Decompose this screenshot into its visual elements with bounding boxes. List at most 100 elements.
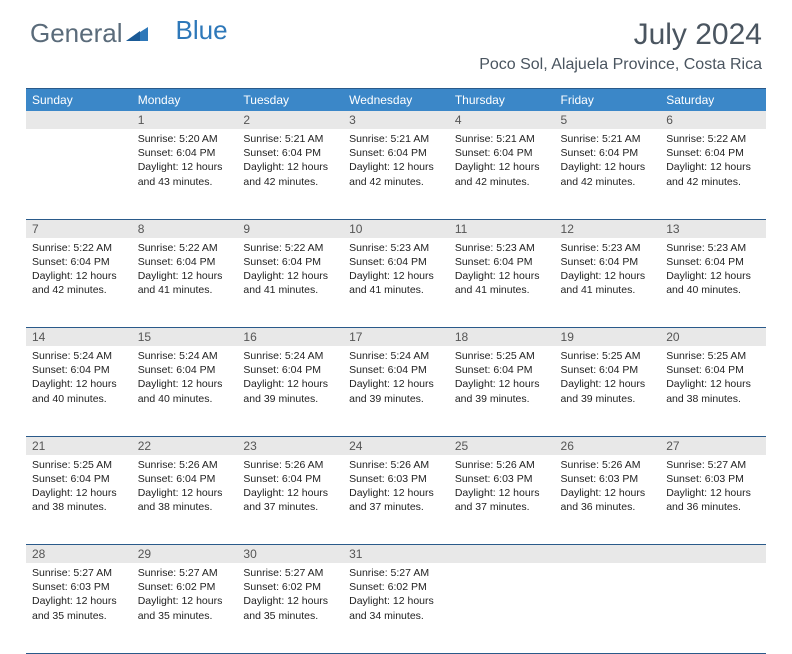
- day-cell: Sunrise: 5:23 AMSunset: 6:04 PMDaylight:…: [449, 238, 555, 328]
- day-number-cell: 1: [132, 111, 238, 129]
- day-details: Sunrise: 5:21 AMSunset: 6:04 PMDaylight:…: [237, 129, 343, 195]
- day-number-row: 21222324252627: [26, 436, 766, 455]
- day-number-cell: 9: [237, 219, 343, 238]
- day-details: Sunrise: 5:21 AMSunset: 6:04 PMDaylight:…: [343, 129, 449, 195]
- day-cell: Sunrise: 5:23 AMSunset: 6:04 PMDaylight:…: [660, 238, 766, 328]
- day-details: Sunrise: 5:21 AMSunset: 6:04 PMDaylight:…: [449, 129, 555, 195]
- day-cell: Sunrise: 5:23 AMSunset: 6:04 PMDaylight:…: [555, 238, 661, 328]
- day-details: Sunrise: 5:23 AMSunset: 6:04 PMDaylight:…: [660, 238, 766, 304]
- day-cell: Sunrise: 5:22 AMSunset: 6:04 PMDaylight:…: [132, 238, 238, 328]
- day-cell: Sunrise: 5:27 AMSunset: 6:02 PMDaylight:…: [132, 563, 238, 653]
- day-number-cell: 15: [132, 328, 238, 347]
- day-number-cell: 31: [343, 545, 449, 564]
- weekday-header-row: Sunday Monday Tuesday Wednesday Thursday…: [26, 89, 766, 112]
- day-number-cell: 7: [26, 219, 132, 238]
- day-number-cell: 8: [132, 219, 238, 238]
- day-details-row: Sunrise: 5:20 AMSunset: 6:04 PMDaylight:…: [26, 129, 766, 219]
- day-number-row: 28293031: [26, 545, 766, 564]
- day-cell: Sunrise: 5:27 AMSunset: 6:03 PMDaylight:…: [26, 563, 132, 653]
- title-block: July 2024 Poco Sol, Alajuela Province, C…: [479, 18, 762, 74]
- day-details: Sunrise: 5:21 AMSunset: 6:04 PMDaylight:…: [555, 129, 661, 195]
- day-details: Sunrise: 5:23 AMSunset: 6:04 PMDaylight:…: [449, 238, 555, 304]
- day-number-cell: 29: [132, 545, 238, 564]
- day-cell: Sunrise: 5:25 AMSunset: 6:04 PMDaylight:…: [555, 346, 661, 436]
- day-details: Sunrise: 5:24 AMSunset: 6:04 PMDaylight:…: [26, 346, 132, 412]
- header: General Blue July 2024 Poco Sol, Alajuel…: [0, 0, 792, 82]
- month-title: July 2024: [479, 18, 762, 52]
- day-number-cell: 13: [660, 219, 766, 238]
- day-number-cell: 4: [449, 111, 555, 129]
- day-details: Sunrise: 5:22 AMSunset: 6:04 PMDaylight:…: [660, 129, 766, 195]
- day-details: Sunrise: 5:25 AMSunset: 6:04 PMDaylight:…: [660, 346, 766, 412]
- day-details: Sunrise: 5:27 AMSunset: 6:03 PMDaylight:…: [660, 455, 766, 521]
- day-cell: Sunrise: 5:22 AMSunset: 6:04 PMDaylight:…: [237, 238, 343, 328]
- logo: General Blue: [30, 18, 228, 49]
- day-details: Sunrise: 5:26 AMSunset: 6:03 PMDaylight:…: [449, 455, 555, 521]
- day-cell: [449, 563, 555, 653]
- weekday-thursday: Thursday: [449, 89, 555, 112]
- day-details: Sunrise: 5:24 AMSunset: 6:04 PMDaylight:…: [132, 346, 238, 412]
- day-number-cell: 24: [343, 436, 449, 455]
- day-number-cell: 30: [237, 545, 343, 564]
- day-cell: Sunrise: 5:20 AMSunset: 6:04 PMDaylight:…: [132, 129, 238, 219]
- day-cell: Sunrise: 5:26 AMSunset: 6:04 PMDaylight:…: [132, 455, 238, 545]
- day-details: Sunrise: 5:27 AMSunset: 6:02 PMDaylight:…: [237, 563, 343, 629]
- day-cell: [26, 129, 132, 219]
- day-details: Sunrise: 5:20 AMSunset: 6:04 PMDaylight:…: [132, 129, 238, 195]
- logo-text-blue: Blue: [176, 15, 228, 46]
- weekday-tuesday: Tuesday: [237, 89, 343, 112]
- day-number-cell: 2: [237, 111, 343, 129]
- weekday-monday: Monday: [132, 89, 238, 112]
- day-details: Sunrise: 5:27 AMSunset: 6:03 PMDaylight:…: [26, 563, 132, 629]
- day-number-cell: 21: [26, 436, 132, 455]
- day-cell: Sunrise: 5:24 AMSunset: 6:04 PMDaylight:…: [26, 346, 132, 436]
- day-number-cell: 18: [449, 328, 555, 347]
- day-cell: [660, 563, 766, 653]
- day-number-cell: 28: [26, 545, 132, 564]
- day-number-cell: 23: [237, 436, 343, 455]
- day-details: Sunrise: 5:23 AMSunset: 6:04 PMDaylight:…: [555, 238, 661, 304]
- day-details: Sunrise: 5:27 AMSunset: 6:02 PMDaylight:…: [132, 563, 238, 629]
- day-number-cell: 27: [660, 436, 766, 455]
- day-number-cell: 11: [449, 219, 555, 238]
- day-cell: Sunrise: 5:21 AMSunset: 6:04 PMDaylight:…: [449, 129, 555, 219]
- day-cell: Sunrise: 5:22 AMSunset: 6:04 PMDaylight:…: [26, 238, 132, 328]
- weekday-saturday: Saturday: [660, 89, 766, 112]
- day-details-row: Sunrise: 5:22 AMSunset: 6:04 PMDaylight:…: [26, 238, 766, 328]
- day-number-cell: [26, 111, 132, 129]
- day-details-row: Sunrise: 5:24 AMSunset: 6:04 PMDaylight:…: [26, 346, 766, 436]
- day-cell: Sunrise: 5:26 AMSunset: 6:04 PMDaylight:…: [237, 455, 343, 545]
- day-cell: Sunrise: 5:24 AMSunset: 6:04 PMDaylight:…: [237, 346, 343, 436]
- day-cell: [555, 563, 661, 653]
- logo-text-general: General: [30, 18, 123, 49]
- day-number-cell: 16: [237, 328, 343, 347]
- day-details: Sunrise: 5:25 AMSunset: 6:04 PMDaylight:…: [26, 455, 132, 521]
- day-cell: Sunrise: 5:27 AMSunset: 6:03 PMDaylight:…: [660, 455, 766, 545]
- day-cell: Sunrise: 5:23 AMSunset: 6:04 PMDaylight:…: [343, 238, 449, 328]
- day-number-cell: 5: [555, 111, 661, 129]
- day-cell: Sunrise: 5:21 AMSunset: 6:04 PMDaylight:…: [555, 129, 661, 219]
- day-number-row: 123456: [26, 111, 766, 129]
- day-cell: Sunrise: 5:24 AMSunset: 6:04 PMDaylight:…: [343, 346, 449, 436]
- day-cell: Sunrise: 5:25 AMSunset: 6:04 PMDaylight:…: [449, 346, 555, 436]
- day-number-cell: 22: [132, 436, 238, 455]
- day-details-row: Sunrise: 5:27 AMSunset: 6:03 PMDaylight:…: [26, 563, 766, 653]
- day-number-cell: [555, 545, 661, 564]
- day-cell: Sunrise: 5:21 AMSunset: 6:04 PMDaylight:…: [343, 129, 449, 219]
- day-details: Sunrise: 5:22 AMSunset: 6:04 PMDaylight:…: [132, 238, 238, 304]
- day-cell: Sunrise: 5:22 AMSunset: 6:04 PMDaylight:…: [660, 129, 766, 219]
- day-number-cell: 26: [555, 436, 661, 455]
- day-cell: Sunrise: 5:27 AMSunset: 6:02 PMDaylight:…: [343, 563, 449, 653]
- day-details: Sunrise: 5:22 AMSunset: 6:04 PMDaylight:…: [237, 238, 343, 304]
- day-number-cell: 3: [343, 111, 449, 129]
- location-text: Poco Sol, Alajuela Province, Costa Rica: [479, 56, 762, 74]
- day-cell: Sunrise: 5:25 AMSunset: 6:04 PMDaylight:…: [26, 455, 132, 545]
- day-number-cell: 14: [26, 328, 132, 347]
- day-details: Sunrise: 5:24 AMSunset: 6:04 PMDaylight:…: [343, 346, 449, 412]
- day-details: Sunrise: 5:24 AMSunset: 6:04 PMDaylight:…: [237, 346, 343, 412]
- day-details: Sunrise: 5:23 AMSunset: 6:04 PMDaylight:…: [343, 238, 449, 304]
- day-number-cell: 20: [660, 328, 766, 347]
- day-details: Sunrise: 5:26 AMSunset: 6:04 PMDaylight:…: [132, 455, 238, 521]
- day-number-cell: 25: [449, 436, 555, 455]
- day-number-row: 14151617181920: [26, 328, 766, 347]
